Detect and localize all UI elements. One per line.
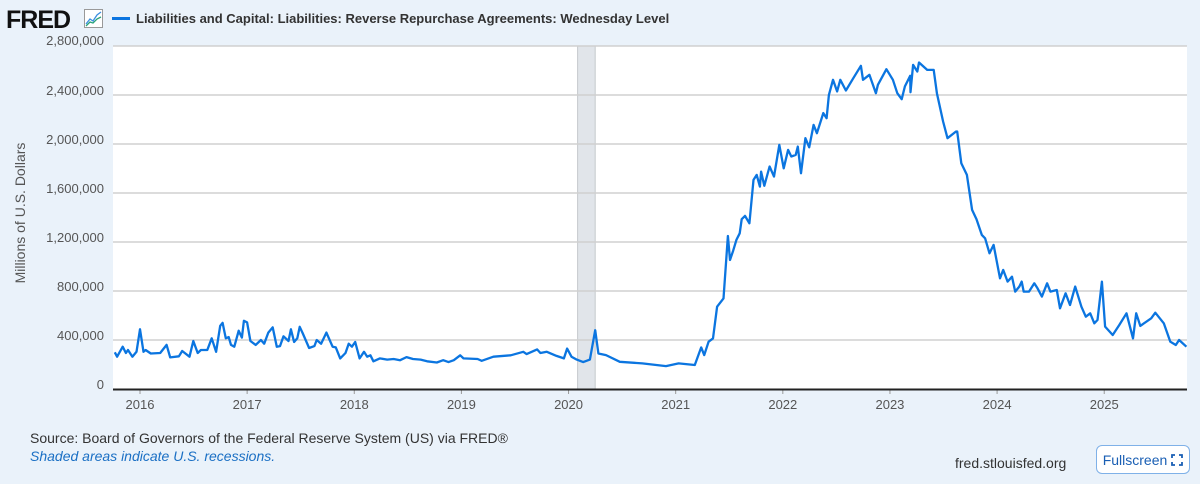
y-tick-label: 0: [97, 377, 104, 392]
chart: 0 400,000 800,000 1,200,000 1,600,000 2,000,0…: [46, 33, 1188, 412]
x-tick-label: 2018: [340, 397, 369, 412]
y-tick-label: 1,600,000: [46, 181, 104, 196]
x-tick-label: 2019: [447, 397, 476, 412]
recession-note-link[interactable]: Shaded areas indicate U.S. recessions.: [30, 448, 276, 464]
source-text: Source: Board of Governors of the Federa…: [30, 430, 508, 446]
y-tick-label: 800,000: [57, 279, 104, 294]
y-tick-label: 2,800,000: [46, 33, 104, 48]
recession-shade: [577, 45, 596, 390]
legend-label: Liabilities and Capital: Liabilities: Re…: [136, 11, 670, 26]
x-tick-label: 2016: [126, 397, 155, 412]
fred-logo[interactable]: FRED: [6, 6, 71, 34]
legend-swatch: [112, 17, 130, 20]
x-tick-label: 2023: [875, 397, 904, 412]
x-tick-label: 2020: [554, 397, 583, 412]
x-tick-label: 2025: [1090, 397, 1119, 412]
x-tick-label: 2017: [233, 397, 262, 412]
fullscreen-button[interactable]: Fullscreen: [1096, 445, 1190, 474]
site-link[interactable]: fred.stlouisfed.org: [955, 455, 1067, 471]
y-tick-label: 400,000: [57, 328, 104, 343]
y-tick-label: 2,400,000: [46, 83, 104, 98]
y-tick-label: 1,200,000: [46, 230, 104, 245]
x-tick-label: 2024: [983, 397, 1012, 412]
line-chart-icon: [84, 9, 103, 28]
legend: Liabilities and Capital: Liabilities: Re…: [112, 11, 669, 26]
fullscreen-label: Fullscreen: [1102, 451, 1168, 468]
y-tick-label: 2,000,000: [46, 132, 104, 147]
x-tick-label: 2021: [661, 397, 690, 412]
x-tick-label: 2022: [768, 397, 797, 412]
series-line: [113, 61, 1188, 368]
expand-icon: [1171, 453, 1184, 466]
